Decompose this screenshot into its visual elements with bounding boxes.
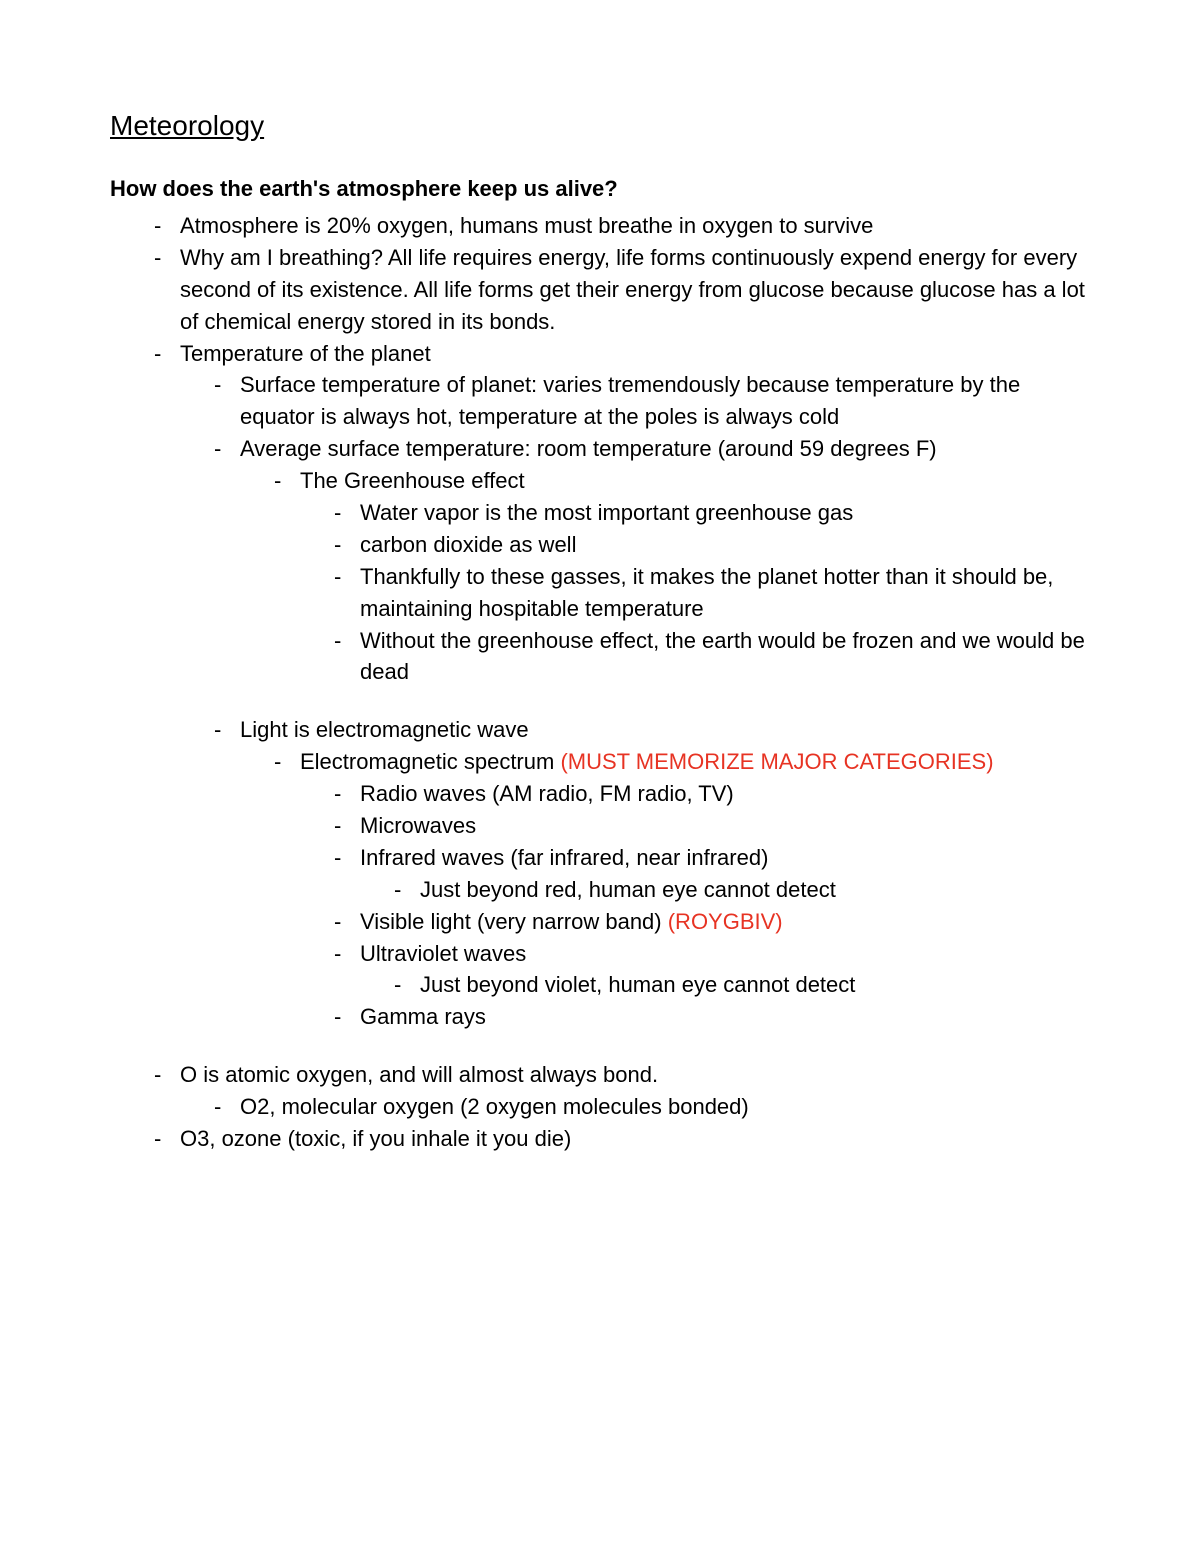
highlight-text: (MUST MEMORIZE MAJOR CATEGORIES): [560, 749, 993, 774]
list-item: Radio waves (AM radio, FM radio, TV): [320, 778, 1090, 810]
list-item: Temperature of the planet: [140, 338, 1090, 370]
text-span: Visible light (very narrow band): [360, 909, 668, 934]
list-item: Electromagnetic spectrum (MUST MEMORIZE …: [260, 746, 1090, 778]
list-item: Infrared waves (far infrared, near infra…: [320, 842, 1090, 874]
list-item: O3, ozone (toxic, if you inhale it you d…: [140, 1123, 1090, 1155]
list-item: Atmosphere is 20% oxygen, humans must br…: [140, 210, 1090, 242]
list-item: carbon dioxide as well: [320, 529, 1090, 561]
question-heading: How does the earth's atmosphere keep us …: [110, 176, 1090, 202]
list-item: Surface temperature of planet: varies tr…: [200, 369, 1090, 433]
text-span: Electromagnetic spectrum: [300, 749, 560, 774]
list-item: Visible light (very narrow band) (ROYGBI…: [320, 906, 1090, 938]
list-item: The Greenhouse effect: [260, 465, 1090, 497]
document-title: Meteorology: [110, 110, 1090, 142]
list-item: Microwaves: [320, 810, 1090, 842]
list-item: Thankfully to these gasses, it makes the…: [320, 561, 1090, 625]
list-item: O is atomic oxygen, and will almost alwa…: [140, 1059, 1090, 1091]
document-page: Meteorology How does the earth's atmosph…: [0, 0, 1200, 1553]
list-item: Ultraviolet waves: [320, 938, 1090, 970]
list-item: Just beyond red, human eye cannot detect: [380, 874, 1090, 906]
list-item: O2, molecular oxygen (2 oxygen molecules…: [200, 1091, 1090, 1123]
list-item: Water vapor is the most important greenh…: [320, 497, 1090, 529]
list-item: Without the greenhouse effect, the earth…: [320, 625, 1090, 689]
list-item: Light is electromagnetic wave: [200, 714, 1090, 746]
list-item: Just beyond violet, human eye cannot det…: [380, 969, 1090, 1001]
list-item: Why am I breathing? All life requires en…: [140, 242, 1090, 338]
highlight-text: (ROYGBIV): [668, 909, 783, 934]
list-item: Gamma rays: [320, 1001, 1090, 1033]
list-item: Average surface temperature: room temper…: [200, 433, 1090, 465]
notes-list: Atmosphere is 20% oxygen, humans must br…: [110, 210, 1090, 1155]
